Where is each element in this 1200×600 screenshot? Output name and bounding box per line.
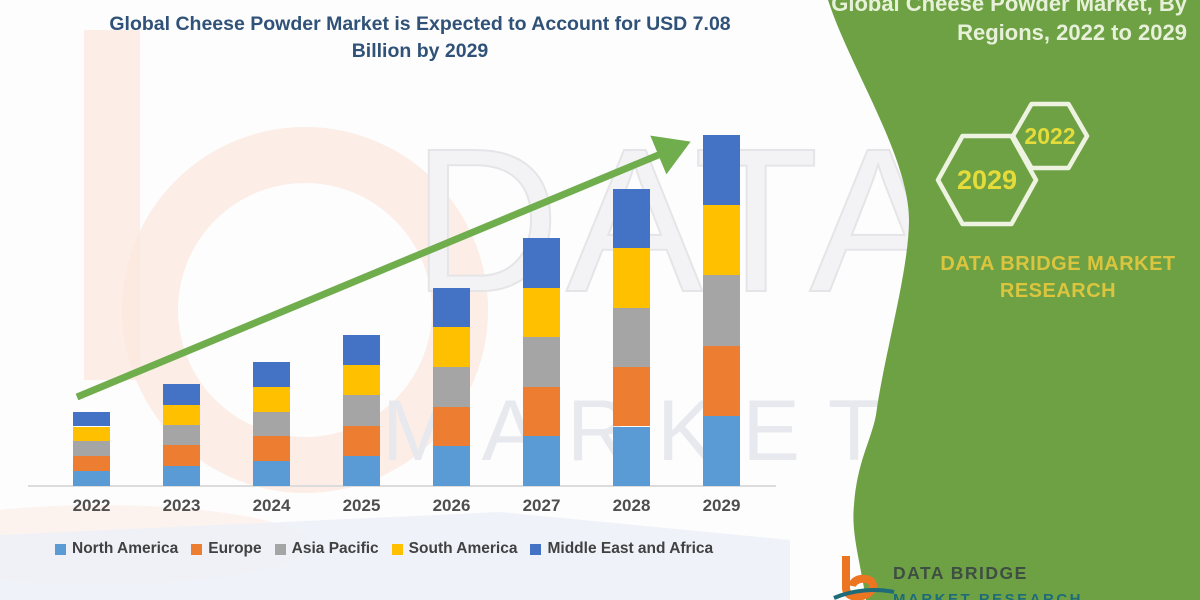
footer-logo-name: DATA BRIDGE bbox=[893, 563, 1028, 583]
legend-label: South America bbox=[408, 540, 518, 557]
legend-item: Europe bbox=[191, 540, 262, 558]
bar-segment bbox=[613, 307, 650, 367]
bar-segment bbox=[343, 365, 380, 396]
bar-segment bbox=[163, 425, 200, 446]
bar-segment bbox=[163, 404, 200, 425]
legend-swatch bbox=[530, 543, 542, 555]
bar-segment bbox=[73, 426, 110, 442]
x-axis-label: 2024 bbox=[252, 496, 291, 515]
x-axis-label: 2022 bbox=[72, 496, 111, 515]
bar-segment bbox=[433, 446, 470, 486]
legend-label: Europe bbox=[208, 540, 262, 557]
bar-segment bbox=[433, 367, 470, 407]
bar-segment bbox=[73, 471, 110, 486]
legend-label: Middle East and Africa bbox=[547, 540, 714, 557]
x-axis-label: 2027 bbox=[522, 496, 561, 515]
sidebar-panel bbox=[828, 0, 1200, 600]
bar-segment bbox=[703, 275, 740, 346]
bar-segment bbox=[613, 367, 650, 427]
bar-segment bbox=[253, 436, 290, 462]
legend: North America Europe Asia Pacific South Ame… bbox=[55, 540, 713, 558]
bar-segment bbox=[523, 337, 560, 387]
bar-segment bbox=[703, 415, 740, 486]
chart-title-line1: Global Cheese Powder Market is Expected … bbox=[109, 13, 731, 35]
bar-segment bbox=[73, 441, 110, 457]
x-axis-label: 2029 bbox=[702, 496, 741, 515]
bar-segment bbox=[163, 445, 200, 466]
hexagon-years: 2029 2022 bbox=[935, 101, 1090, 227]
footer-logo-sub: MARKET RESEARCH bbox=[893, 591, 1084, 600]
bar-segment bbox=[433, 406, 470, 447]
bar-segment bbox=[253, 411, 290, 437]
bar-segment bbox=[613, 188, 650, 248]
legend-swatch bbox=[55, 543, 66, 555]
x-axis-line bbox=[28, 485, 776, 487]
bar-segment bbox=[253, 386, 290, 412]
bar-segment bbox=[343, 455, 380, 486]
legend-item: South America bbox=[391, 540, 518, 558]
bar-segment bbox=[523, 386, 560, 437]
bar-segment bbox=[523, 238, 560, 288]
legend-item: Middle East and Africa bbox=[530, 540, 713, 558]
x-axis-label: 2028 bbox=[612, 496, 651, 515]
legend-item: North America bbox=[55, 540, 178, 558]
bar-segment bbox=[433, 327, 470, 367]
bar-segment bbox=[73, 456, 110, 472]
legend-label: North America bbox=[72, 540, 179, 557]
legend-swatch bbox=[391, 543, 403, 555]
bar-segment bbox=[703, 345, 740, 416]
legend-item: Asia Pacific bbox=[274, 540, 379, 558]
bar-segment bbox=[253, 362, 290, 387]
hexagon-2022 bbox=[1010, 101, 1090, 171]
bar-segment bbox=[73, 411, 110, 427]
bar-segment bbox=[613, 248, 650, 308]
hexagon-2029-label: 2029 bbox=[957, 165, 1017, 195]
legend-swatch bbox=[274, 543, 286, 555]
bar-segment bbox=[703, 205, 740, 276]
chart-title-line2: Billion by 2029 bbox=[351, 40, 489, 63]
sidebar-brand: DATA BRIDGE MARKET RESEARCH bbox=[930, 251, 1186, 305]
bar-segment bbox=[523, 287, 560, 338]
legend-label: Asia Pacific bbox=[291, 540, 379, 557]
bar-segment bbox=[163, 384, 200, 405]
bar-segment bbox=[433, 287, 470, 328]
sidebar-heading-line1: Global Cheese Powder Market, By bbox=[831, 0, 1187, 16]
bar-segment bbox=[343, 334, 380, 365]
chart-title: Global Cheese Powder Market is Expected … bbox=[50, 11, 790, 66]
bar-segment bbox=[343, 425, 380, 456]
x-axis-label: 2026 bbox=[432, 496, 471, 515]
bar-segment bbox=[163, 465, 200, 486]
legend-swatch bbox=[191, 543, 203, 555]
bar-segment bbox=[523, 436, 560, 486]
bar-segment bbox=[703, 134, 740, 206]
hexagon-2022-label: 2022 bbox=[1024, 123, 1075, 149]
sidebar-heading: Global Cheese Powder Market, By Regions,… bbox=[827, 0, 1187, 47]
bar-segment bbox=[343, 395, 380, 426]
bar-segment bbox=[253, 461, 290, 486]
hexagon-2029 bbox=[935, 133, 1039, 227]
footer-b-icon bbox=[833, 556, 895, 600]
x-axis-label: 2025 bbox=[342, 496, 381, 515]
bar-segment bbox=[613, 426, 650, 486]
sidebar-brand-line1: DATA BRIDGE MARKET bbox=[940, 253, 1176, 275]
sidebar-heading-line2: Regions, 2022 to 2029 bbox=[957, 20, 1187, 45]
sidebar-brand-line2: RESEARCH bbox=[999, 280, 1117, 302]
x-axis-label: 2023 bbox=[162, 496, 201, 515]
